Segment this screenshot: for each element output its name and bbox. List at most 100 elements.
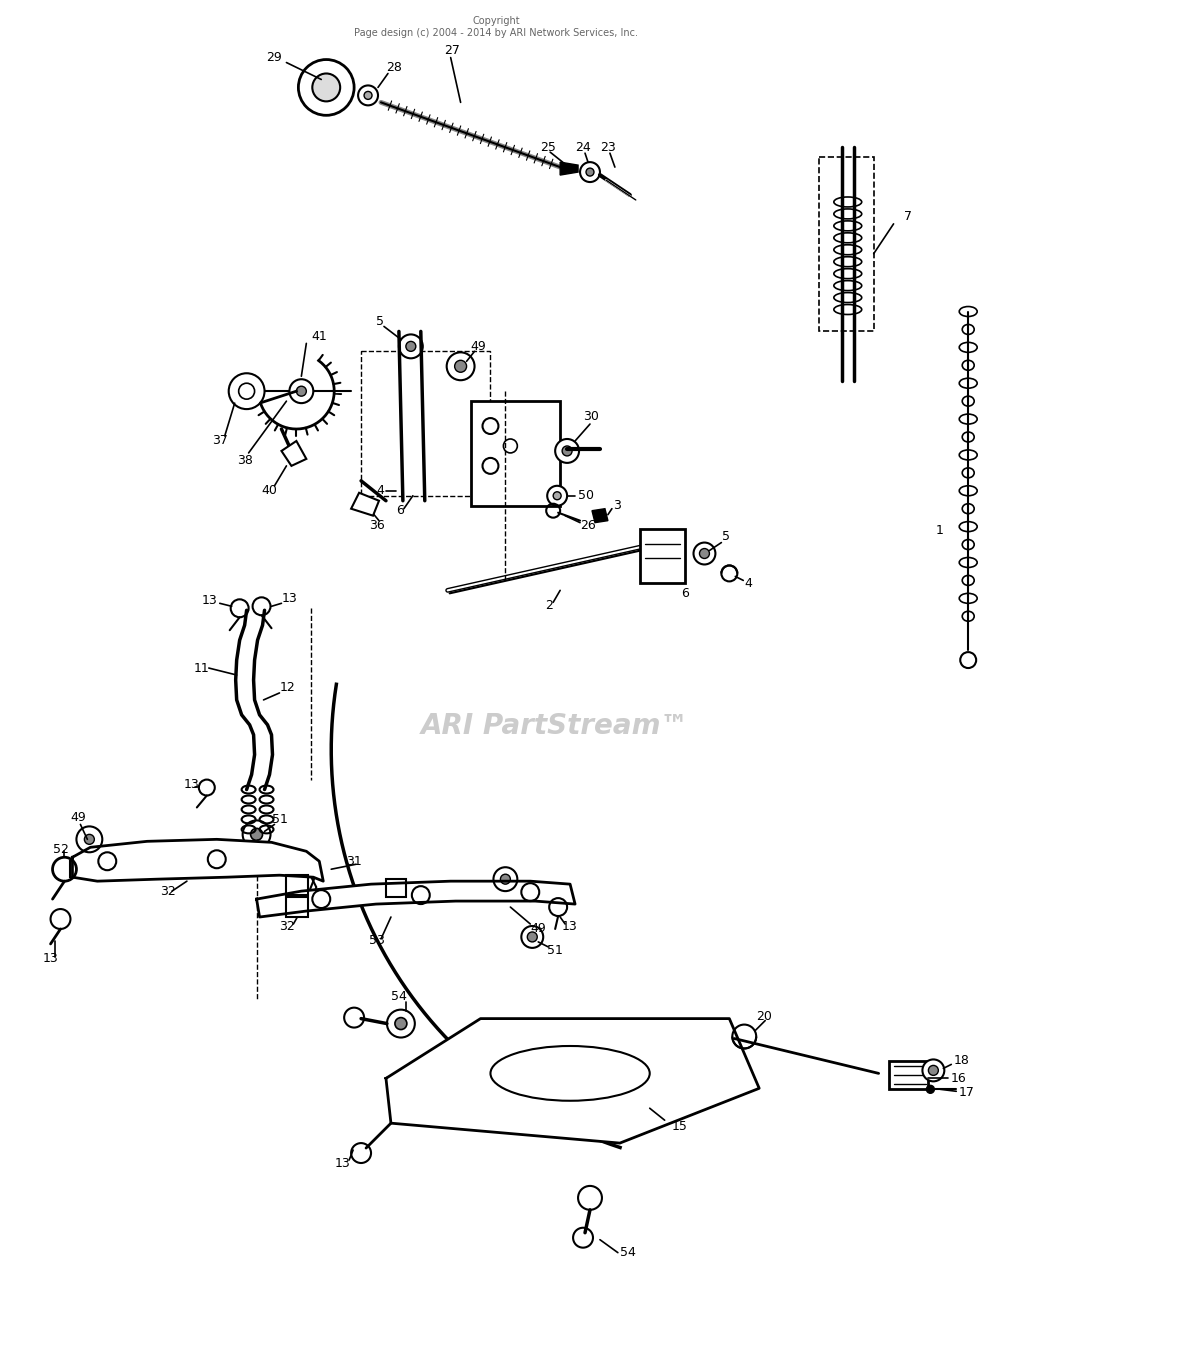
Circle shape: [98, 852, 117, 870]
Circle shape: [313, 890, 330, 908]
Circle shape: [358, 85, 378, 106]
Circle shape: [493, 867, 517, 892]
Text: 38: 38: [237, 455, 253, 467]
Circle shape: [923, 1060, 944, 1082]
Circle shape: [926, 1086, 935, 1094]
Text: 13: 13: [282, 592, 297, 605]
Bar: [889, 1061, 929, 1090]
Text: 2: 2: [545, 598, 553, 612]
Circle shape: [700, 548, 709, 559]
Text: 12: 12: [280, 681, 295, 695]
Circle shape: [296, 387, 307, 396]
Circle shape: [555, 438, 579, 463]
Bar: [471, 402, 560, 506]
Text: 5: 5: [376, 315, 384, 328]
Circle shape: [578, 1186, 602, 1210]
Circle shape: [250, 828, 262, 840]
Text: 17: 17: [958, 1086, 975, 1099]
Text: 51: 51: [271, 813, 288, 826]
Circle shape: [406, 342, 415, 351]
Polygon shape: [592, 509, 608, 522]
Text: 31: 31: [346, 855, 362, 867]
Text: 11: 11: [194, 662, 210, 674]
Circle shape: [399, 334, 422, 358]
Text: 13: 13: [202, 594, 217, 607]
Circle shape: [313, 73, 340, 102]
Text: 54: 54: [620, 1246, 636, 1259]
Circle shape: [77, 826, 103, 852]
Text: 40: 40: [262, 484, 277, 497]
Text: 32: 32: [280, 920, 295, 934]
Text: 6: 6: [682, 586, 689, 600]
Text: 5: 5: [722, 531, 730, 543]
Circle shape: [522, 925, 543, 949]
Text: 49: 49: [530, 923, 546, 935]
Text: 16: 16: [950, 1072, 966, 1084]
Bar: [287, 897, 308, 917]
Circle shape: [562, 446, 572, 456]
Text: 15: 15: [671, 1120, 688, 1133]
Text: 50: 50: [578, 490, 594, 502]
Text: 29: 29: [267, 52, 282, 64]
Circle shape: [586, 168, 594, 176]
Circle shape: [694, 543, 715, 565]
Circle shape: [85, 835, 94, 844]
Text: 13: 13: [184, 778, 199, 791]
Bar: [640, 529, 684, 584]
Bar: [819, 157, 873, 331]
Circle shape: [208, 851, 225, 868]
Circle shape: [387, 1010, 415, 1038]
Text: 20: 20: [756, 1010, 772, 1023]
Circle shape: [395, 1018, 407, 1030]
Text: ARI PartStream™: ARI PartStream™: [420, 712, 689, 740]
Text: 52: 52: [53, 843, 68, 856]
Polygon shape: [282, 441, 307, 465]
Circle shape: [522, 883, 539, 901]
Text: 54: 54: [391, 991, 407, 1003]
Text: 24: 24: [575, 141, 591, 153]
Polygon shape: [256, 881, 575, 917]
Text: 1: 1: [936, 524, 943, 537]
Text: 13: 13: [334, 1156, 350, 1170]
Circle shape: [291, 387, 301, 396]
Polygon shape: [261, 361, 334, 429]
Text: 37: 37: [211, 434, 228, 448]
Circle shape: [243, 821, 270, 848]
Circle shape: [581, 161, 599, 182]
Circle shape: [454, 361, 466, 372]
Circle shape: [299, 60, 354, 115]
Bar: [287, 875, 308, 896]
Text: 41: 41: [312, 330, 327, 343]
Circle shape: [229, 373, 264, 408]
Circle shape: [929, 1065, 938, 1075]
Text: 4: 4: [376, 484, 384, 497]
Text: 6: 6: [396, 505, 404, 517]
Circle shape: [500, 874, 511, 885]
Polygon shape: [560, 161, 578, 175]
Circle shape: [238, 383, 255, 399]
Text: 36: 36: [369, 520, 385, 532]
Polygon shape: [352, 493, 379, 516]
Circle shape: [504, 438, 517, 453]
Circle shape: [553, 491, 562, 499]
Text: 26: 26: [581, 520, 596, 532]
Circle shape: [548, 486, 568, 506]
Text: Copyright
Page design (c) 2004 - 2014 by ARI Network Services, Inc.: Copyright Page design (c) 2004 - 2014 by…: [354, 16, 638, 38]
Text: 13: 13: [562, 920, 578, 934]
Text: 28: 28: [386, 61, 402, 75]
Text: 13: 13: [42, 953, 58, 965]
Text: 3: 3: [612, 499, 621, 512]
Circle shape: [447, 353, 474, 380]
Circle shape: [289, 379, 314, 403]
Text: 4: 4: [745, 577, 752, 590]
Text: 53: 53: [369, 935, 385, 947]
Circle shape: [527, 932, 537, 942]
Text: 25: 25: [540, 141, 556, 153]
Circle shape: [961, 653, 976, 668]
Text: 18: 18: [953, 1054, 969, 1067]
Text: 27: 27: [444, 43, 459, 57]
Text: 49: 49: [471, 339, 486, 353]
Circle shape: [365, 91, 372, 99]
Text: 32: 32: [160, 885, 176, 897]
Polygon shape: [72, 840, 323, 881]
